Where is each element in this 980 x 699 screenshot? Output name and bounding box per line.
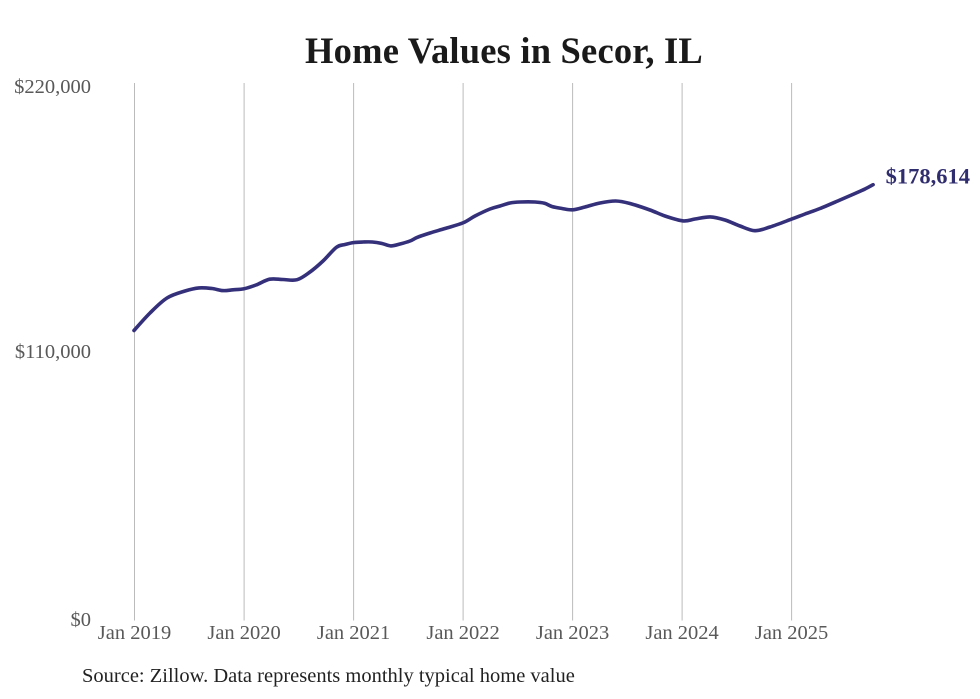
svg-text:Jan 2022: Jan 2022 — [426, 622, 499, 644]
svg-text:$110,000: $110,000 — [15, 341, 91, 363]
svg-text:$0: $0 — [71, 609, 92, 631]
svg-text:Jan 2025: Jan 2025 — [755, 622, 828, 644]
svg-text:Jan 2023: Jan 2023 — [536, 622, 609, 644]
svg-text:$220,000: $220,000 — [14, 76, 91, 98]
svg-text:$178,614: $178,614 — [886, 164, 970, 189]
svg-text:Jan 2020: Jan 2020 — [207, 622, 280, 644]
svg-text:Jan 2019: Jan 2019 — [98, 622, 171, 644]
svg-text:Jan 2024: Jan 2024 — [645, 622, 718, 644]
svg-text:Jan 2021: Jan 2021 — [317, 622, 390, 644]
